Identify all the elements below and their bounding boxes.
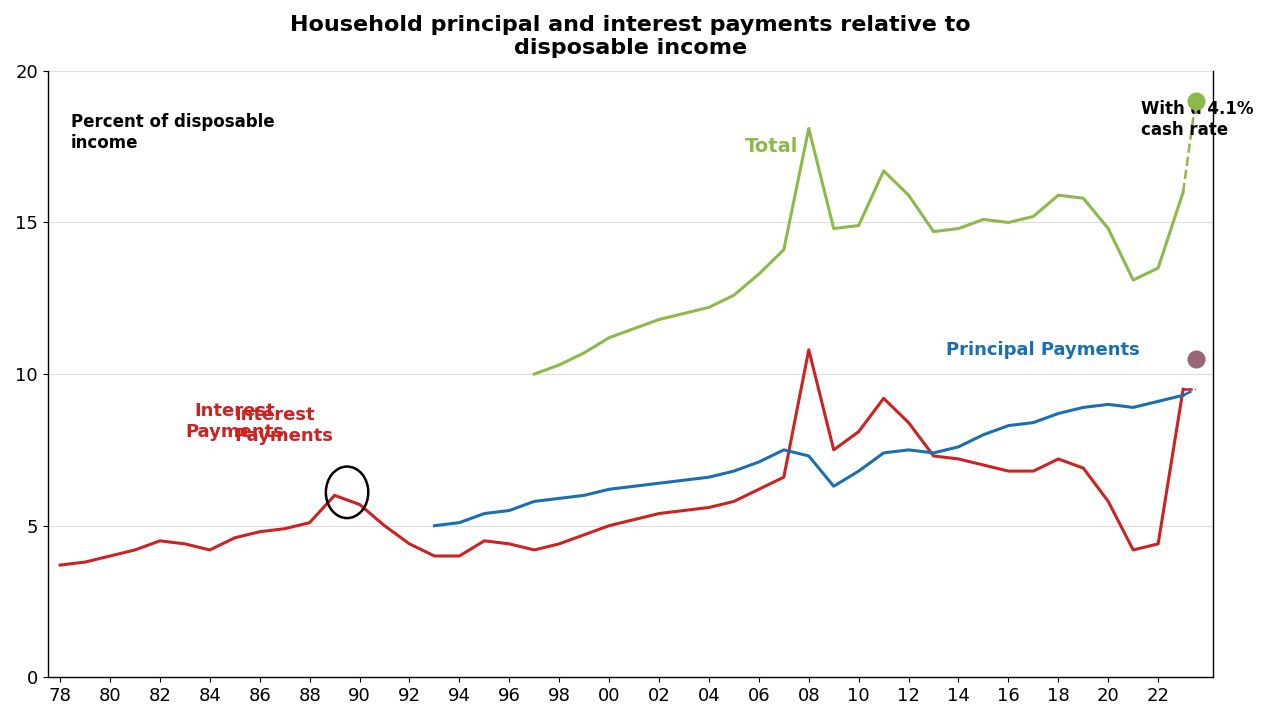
Text: Principal Payments: Principal Payments [946,341,1140,359]
Text: Interest
Payments: Interest Payments [185,402,284,441]
Text: Total: Total [744,138,798,156]
Text: With a 4.1%
cash rate: With a 4.1% cash rate [1141,100,1253,139]
Title: Household principal and interest payments relative to
disposable income: Household principal and interest payment… [290,15,971,58]
Text: Percent of disposable
income: Percent of disposable income [70,113,275,152]
Text: Interest
Payments: Interest Payments [235,406,334,445]
